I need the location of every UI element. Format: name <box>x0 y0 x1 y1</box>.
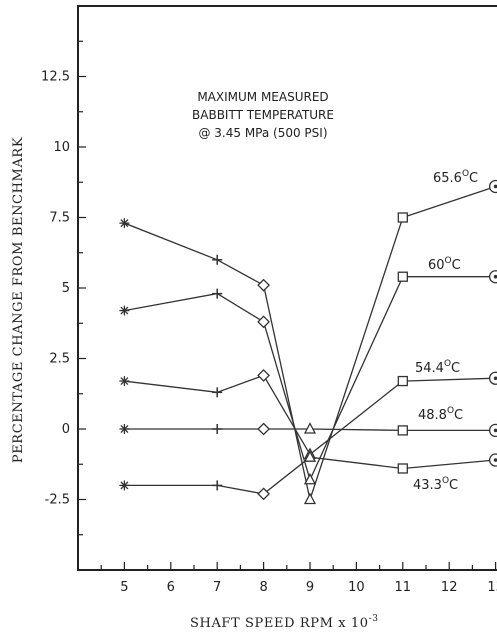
y-tick-label: 10 <box>53 140 70 155</box>
data-point-star <box>119 424 130 434</box>
data-point-square <box>397 212 408 223</box>
series-label-2: 60OC <box>428 256 461 273</box>
chart-title-line-3: @ 3.45 MPa (500 PSI) <box>198 126 327 140</box>
series-label-4: 48.8OC <box>418 406 463 423</box>
data-point-square <box>397 425 408 436</box>
data-point-diamond <box>257 487 271 501</box>
series-line-5 <box>124 456 496 495</box>
x-tick-label: 13 <box>487 580 497 595</box>
y-tick-label: 7.5 <box>49 211 70 226</box>
series-markers <box>119 179 497 505</box>
data-point-square <box>397 375 408 387</box>
x-tick-label: 8 <box>259 580 267 595</box>
data-point-circle <box>488 423 497 438</box>
y-tick-label: 2.5 <box>49 352 70 367</box>
data-point-triangle <box>303 472 317 485</box>
y-tick-label: 12.5 <box>41 70 70 85</box>
x-tick-label: 9 <box>306 580 314 595</box>
data-point-plus <box>212 254 223 265</box>
x-axis-label-exponent: -3 <box>369 614 379 624</box>
chart-title-line-2: BABBITT TEMPERATURE <box>192 108 334 122</box>
y-axis-label: PERCENTAGE CHANGE FROM BENCHMARK <box>11 137 26 463</box>
y-tick-label: 5 <box>62 281 70 296</box>
data-point-plus <box>212 387 223 398</box>
x-tick-label: 6 <box>167 580 175 595</box>
series-line-2 <box>124 276 496 482</box>
x-tick-label: 11 <box>395 580 412 595</box>
data-point-circle <box>488 453 497 467</box>
data-point-star <box>119 376 130 387</box>
x-tick-label: 12 <box>441 580 458 595</box>
data-point-plus <box>212 288 223 299</box>
chart-title: MAXIMUM MEASURED BABBITT TEMPERATURE @ 3… <box>192 90 334 140</box>
series-line-3 <box>124 374 496 456</box>
y-tick-label: 0 <box>62 422 70 437</box>
x-tick-label: 5 <box>120 580 128 595</box>
data-point-plus <box>212 480 223 491</box>
data-point-star <box>119 218 130 229</box>
data-point-triangle <box>303 492 317 505</box>
series-labels: 65.6OC 60OC 54.4OC 48.8OC 43.3OC <box>413 169 478 493</box>
series-label-1: 65.6OC <box>433 169 478 186</box>
series-lines <box>124 185 496 502</box>
y-tick-labels: -2.5 0 2.5 5 7.5 10 12.5 <box>41 70 70 508</box>
tick-marks <box>78 5 497 571</box>
series-label-5: 43.3OC <box>413 476 458 493</box>
data-point-plus <box>212 424 223 434</box>
data-point-diamond <box>257 278 271 292</box>
series-line-4 <box>124 428 496 432</box>
data-point-triangle <box>303 450 317 462</box>
series-label-3: 54.4OC <box>415 359 460 376</box>
data-point-star <box>119 305 130 316</box>
chart-title-line-1: MAXIMUM MEASURED <box>197 90 328 104</box>
data-point-diamond <box>257 315 271 329</box>
data-point-star <box>119 480 130 491</box>
x-tick-label: 7 <box>213 580 221 595</box>
x-tick-label: 10 <box>348 580 365 595</box>
y-tick-label: -2.5 <box>45 493 70 508</box>
data-point-circle <box>488 179 497 194</box>
x-tick-labels: 5 6 7 8 9 10 11 12 13 <box>120 580 497 595</box>
data-point-circle <box>488 371 497 385</box>
data-point-square <box>397 271 408 282</box>
x-axis-label: SHAFT SPEED RPM x 10-3 <box>190 614 379 631</box>
data-point-circle <box>488 270 497 284</box>
data-point-square <box>397 463 408 474</box>
data-point-triangle <box>303 422 317 434</box>
data-point-diamond <box>257 369 271 382</box>
data-point-diamond <box>257 422 271 436</box>
series-line-1 <box>124 185 496 502</box>
x-axis-label-main: SHAFT SPEED RPM x 10 <box>190 616 369 631</box>
